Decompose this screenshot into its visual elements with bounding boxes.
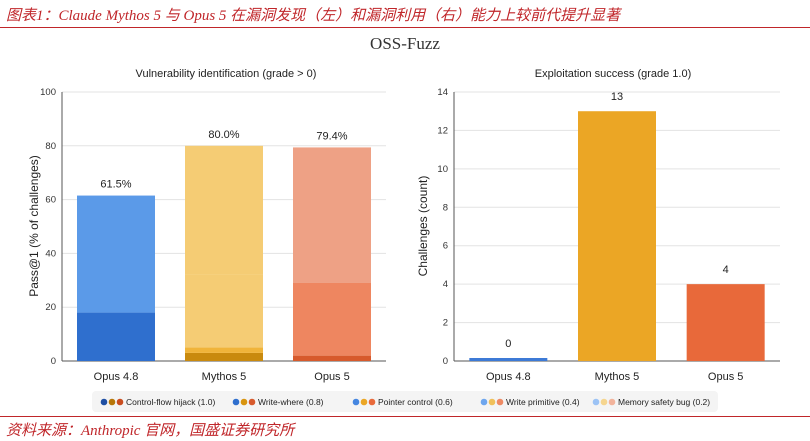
right-y-tick-label: 6 <box>443 241 448 252</box>
data-label: 61.5% <box>100 179 131 191</box>
bar-segment <box>77 312 155 361</box>
legend-label: Memory safety bug (0.2) <box>618 397 710 407</box>
left-chart-title: Vulnerability identification (grade > 0) <box>136 68 317 80</box>
left-y-tick-label: 100 <box>40 87 56 98</box>
legend-label: Write-where (0.8) <box>258 397 324 407</box>
legend-label: Control-flow hijack (1.0) <box>126 397 215 407</box>
data-label: 79.4% <box>316 130 347 142</box>
right-chart-title: Exploitation success (grade 1.0) <box>535 68 692 80</box>
x-tick-label: Opus 5 <box>314 371 349 383</box>
right-y-axis-label: Challenges (count) <box>416 176 430 277</box>
legend-label: Write primitive (0.4) <box>506 397 580 407</box>
legend-swatch <box>352 398 360 406</box>
legend-box <box>92 391 718 412</box>
left-data-labels: 61.5% 80.0% 79.4% <box>100 129 347 191</box>
right-y-tick-label: 14 <box>437 87 448 98</box>
legend-swatch <box>360 398 368 406</box>
x-tick-label: Opus 5 <box>708 371 743 383</box>
right-y-tick-label: 2 <box>443 318 448 329</box>
right-data-labels: 0 13 4 <box>505 91 728 350</box>
left-y-tick-label: 40 <box>45 248 56 259</box>
bar-segment <box>185 274 263 348</box>
bar-segment <box>185 145 263 275</box>
x-tick-label: Mythos 5 <box>202 371 247 383</box>
right-y-tick-label: 8 <box>443 202 448 213</box>
right-y-tick-label: 4 <box>443 279 448 290</box>
bar <box>469 358 548 361</box>
caption-rule <box>0 27 810 28</box>
legend-swatch <box>608 398 616 406</box>
bar <box>686 284 765 361</box>
right-y-tick-label: 0 <box>443 356 448 367</box>
legend-swatch <box>232 398 240 406</box>
x-tick-label: Opus 4.8 <box>486 371 531 383</box>
left-bars <box>77 145 371 361</box>
left-y-tick-label: 0 <box>51 356 56 367</box>
right-bars <box>469 111 765 361</box>
legend-swatch <box>496 398 504 406</box>
bar <box>578 111 656 361</box>
legend-swatch <box>368 398 376 406</box>
bar-segment <box>185 352 263 361</box>
x-tick-label: Mythos 5 <box>595 371 640 383</box>
bar-segment <box>293 355 371 361</box>
left-y-axis-label: Pass@1 (% of challenges) <box>27 155 41 297</box>
source-note: 资料来源：Anthropic 官网，国盛证券研究所 <box>6 423 295 439</box>
figure-suptitle: OSS-Fuzz <box>370 34 440 53</box>
data-label: 4 <box>723 264 729 276</box>
legend-swatch <box>108 398 116 406</box>
bar-segment <box>293 282 371 356</box>
data-label: 80.0% <box>208 129 239 141</box>
legend-swatch <box>592 398 600 406</box>
data-label: 13 <box>611 91 623 103</box>
data-label: 0 <box>505 338 511 350</box>
legend-swatch <box>100 398 108 406</box>
bar-segment <box>293 147 371 283</box>
left-y-tick-label: 20 <box>45 302 56 313</box>
legend-swatch <box>248 398 256 406</box>
bar-segment <box>77 195 155 313</box>
right-y-tick-label: 10 <box>437 164 448 175</box>
left-y-ticks: 0 20 40 60 80 100 <box>40 87 56 367</box>
legend-swatch <box>600 398 608 406</box>
left-y-tick-label: 60 <box>45 195 56 206</box>
legend-swatch <box>480 398 488 406</box>
source-rule <box>0 416 810 417</box>
legend-swatch <box>240 398 248 406</box>
right-x-ticks: Opus 4.8 Mythos 5 Opus 5 <box>486 371 743 383</box>
legend-swatch <box>116 398 124 406</box>
x-tick-label: Opus 4.8 <box>94 371 139 383</box>
left-x-ticks: Opus 4.8 Mythos 5 Opus 5 <box>94 371 350 383</box>
legend-swatch <box>488 398 496 406</box>
right-y-tick-label: 12 <box>437 125 448 136</box>
right-y-ticks: 0 2 4 6 8 10 12 14 <box>437 87 448 367</box>
left-y-tick-label: 80 <box>45 141 56 152</box>
legend: Control-flow hijack (1.0) Write-where (0.… <box>100 397 710 407</box>
legend-label: Pointer control (0.6) <box>378 397 453 407</box>
figure-caption: 图表1：Claude Mythos 5 与 Opus 5 在漏洞发现（左）和漏洞… <box>6 8 621 24</box>
bar-segment <box>185 347 263 353</box>
